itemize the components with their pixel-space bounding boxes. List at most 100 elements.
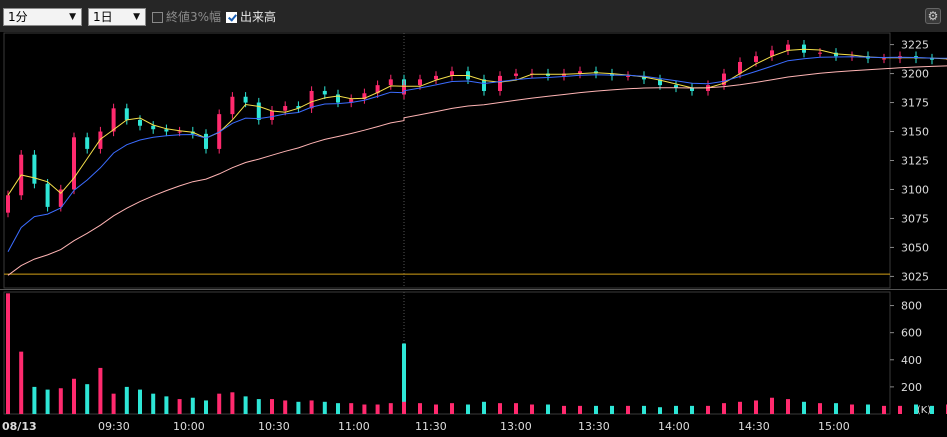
volume-bar (98, 367, 103, 414)
x-tick-label: 14:00 (658, 420, 690, 433)
candle-body (930, 58, 934, 60)
volume-bar (243, 396, 248, 414)
volume-bar (85, 384, 90, 414)
volume-bar (674, 405, 678, 414)
volume-panel-frame (3, 291, 891, 415)
volume-y-tick-label: 600 (901, 327, 922, 340)
chart-background (0, 32, 947, 437)
candle-body (349, 99, 354, 103)
period-select-value: 1日 (93, 10, 113, 24)
candle-body (336, 94, 340, 103)
volume-bar (388, 403, 393, 414)
candle-body (642, 75, 646, 80)
pct-range-checkbox[interactable]: 終値3%幅 (152, 9, 221, 25)
volume-bar (658, 407, 662, 414)
price-y-tick-label: 3025 (901, 270, 929, 283)
candle-body (626, 75, 630, 77)
candle-body (6, 195, 10, 213)
volume-bar (336, 403, 340, 414)
price-y-tick-label: 3200 (901, 68, 929, 81)
volume-bar (190, 397, 195, 414)
gear-icon[interactable]: ⚙ (925, 8, 941, 24)
candle-body (375, 85, 380, 94)
volume-bar (434, 404, 438, 414)
candle-body (514, 73, 518, 76)
volume-bar (322, 401, 327, 414)
candle-body (674, 85, 678, 88)
candle-body (738, 61, 742, 74)
candle-body (482, 79, 486, 91)
volume-bar (770, 397, 774, 414)
price-y-tick-label: 3225 (901, 39, 929, 52)
volume-bar (450, 403, 454, 414)
candle-body (243, 96, 248, 103)
interval-select[interactable]: 1分 ▼ (3, 8, 82, 26)
candle-body (402, 85, 406, 95)
volume-bar (594, 405, 598, 414)
candle-body (658, 79, 662, 86)
price-y-tick-label: 3050 (901, 241, 929, 254)
x-tick-label: 10:00 (173, 420, 205, 433)
candle-body (138, 119, 142, 126)
volume-bar (466, 404, 470, 414)
candle-body (309, 90, 314, 109)
volume-bar (898, 405, 902, 414)
volume-bar (309, 400, 314, 414)
price-y-tick-label: 3175 (901, 97, 929, 110)
volume-bar (270, 399, 274, 414)
x-tick-label: 11:30 (415, 420, 447, 433)
candle-body (450, 71, 454, 76)
ma-long-line (7, 65, 947, 276)
volume-bar (722, 403, 726, 414)
volume-bar (738, 401, 742, 414)
x-tick-label: 15:00 (818, 420, 850, 433)
volume-bar (362, 404, 367, 414)
x-tick-label: 13:00 (500, 420, 532, 433)
period-select[interactable]: 1日 ▼ (88, 8, 146, 26)
volume-bar (230, 392, 235, 414)
volume-unit-label: (K) (917, 405, 931, 416)
volume-bar (818, 403, 822, 414)
price-y-tick-label: 3100 (901, 183, 929, 196)
volume-bar (256, 399, 261, 414)
volume-bar (111, 393, 116, 414)
candle-body (362, 93, 367, 100)
volume-bar (930, 405, 934, 414)
volume-bar (138, 389, 142, 414)
price-y-tick-label: 3150 (901, 126, 929, 139)
candle-body (882, 58, 886, 60)
volume-bar (514, 403, 518, 414)
volume-bar (690, 405, 694, 414)
chevron-down-icon: ▼ (133, 12, 140, 22)
volume-bar (204, 400, 208, 414)
candle-body (85, 137, 90, 149)
candle-body (72, 137, 76, 190)
volume-bar (642, 405, 646, 414)
candle-body (498, 75, 502, 91)
volume-bar (151, 393, 156, 414)
candle-body (322, 90, 327, 95)
volume-checkbox[interactable]: 出来高 (226, 9, 276, 25)
candle-body (164, 129, 169, 132)
volume-bar (498, 403, 502, 414)
volume-bar (72, 378, 76, 414)
x-tick-label: 14:30 (738, 420, 770, 433)
volume-bar (482, 401, 486, 414)
volume-bar (296, 401, 301, 414)
candle-body (204, 133, 208, 149)
volume-bar (349, 403, 354, 414)
volume-label: 出来高 (240, 10, 277, 24)
volume-bar (418, 403, 422, 414)
volume-bar (402, 343, 406, 414)
volume-bar (375, 404, 380, 414)
volume-bar (706, 405, 710, 414)
volume-bar (610, 405, 614, 414)
volume-bar (283, 400, 288, 414)
candle-body (834, 52, 838, 57)
candle-body (111, 108, 116, 132)
volume-bar (546, 404, 550, 414)
candle-body (270, 110, 274, 120)
volume-bar (866, 404, 870, 414)
volume-bar (850, 404, 854, 414)
